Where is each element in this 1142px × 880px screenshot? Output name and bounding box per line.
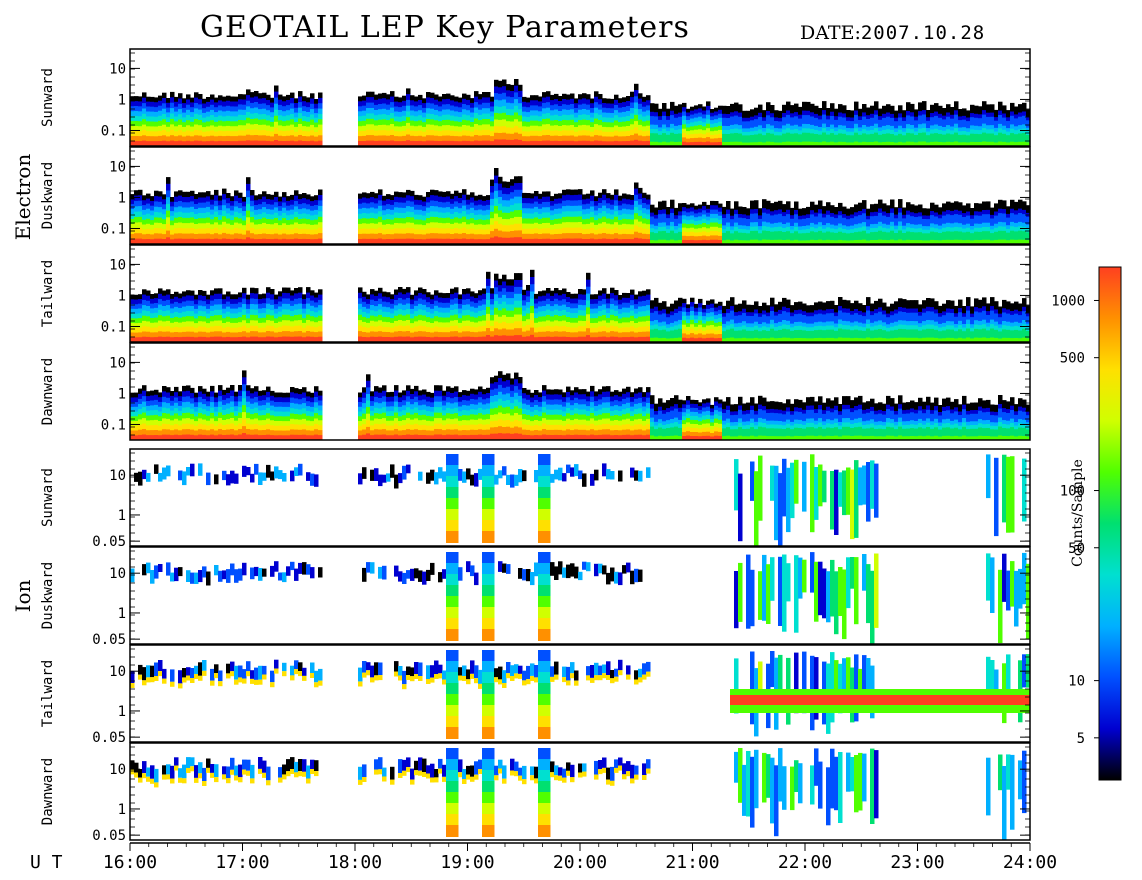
panel-frame <box>129 448 1031 547</box>
spectrogram-data <box>130 168 1030 244</box>
x-tick-label: 17:00 <box>215 852 269 873</box>
panel-frame <box>129 546 1031 645</box>
y-tick-label: 1 <box>118 386 126 402</box>
panel-label-dawnward: Dawnward <box>40 358 56 425</box>
x-tick-label: 16:00 <box>103 852 157 873</box>
y-tick-label: 0.05 <box>92 632 126 648</box>
y-tick-label: 0.1 <box>101 417 126 433</box>
panel-label-duskward: Duskward <box>40 562 56 629</box>
spectrogram-data <box>130 650 1030 739</box>
colorbar-tick-label: 10 <box>1068 674 1085 690</box>
spectrogram-panel-ion-dawnward: 10 1 0.05 Dawnward <box>40 742 1031 844</box>
x-tick-label: 19:00 <box>440 852 494 873</box>
chart-title: GEOTAIL LEP Key Parameters <box>200 10 690 45</box>
panel-frame <box>129 244 1031 343</box>
spectrogram-panel-electron-dawnward: 10 1 0.1 Dawnward <box>40 342 1031 441</box>
panel-frame <box>129 342 1031 441</box>
y-tick-label: 10 <box>109 566 126 582</box>
panel-label-duskward: Duskward <box>40 162 56 229</box>
colorbar-tick-label: 50 <box>1068 541 1085 557</box>
y-tick-label: 0.1 <box>101 123 126 139</box>
colorbar: 1000 500 100 50 10 5 <box>1051 266 1122 781</box>
panel-frame <box>129 146 1031 245</box>
date-readout: DATE:2007.10.28 <box>800 22 985 44</box>
panel-label-tailward: Tailward <box>40 260 56 327</box>
spectrogram-panel-electron-sunward: 10 1 0.1 Sunward <box>40 48 1031 147</box>
y-tick-label: 10 <box>109 664 126 680</box>
y-tick-label: 0.1 <box>101 221 126 237</box>
spectrogram-panel-electron-tailward: 10 1 0.1 Tailward <box>40 244 1031 343</box>
colorbar-tick-label: 100 <box>1060 484 1085 500</box>
spectrogram-data <box>134 454 1027 546</box>
x-axis-label: U T <box>30 852 63 873</box>
panel-label-dawnward: Dawnward <box>40 758 56 825</box>
x-tick-label: 24:00 <box>1003 852 1057 873</box>
panel-frame <box>129 742 1031 841</box>
y-tick-label: 1 <box>118 190 126 206</box>
colorbar-tick-label: 5 <box>1077 731 1085 747</box>
spectrogram-panel-ion-sunward: 10 1 0.05 Sunward <box>40 448 1031 550</box>
spectrogram-panel-electron-duskward: 10 1 0.1 Duskward <box>40 146 1031 245</box>
y-tick-label: 0.1 <box>101 319 126 335</box>
date-label: DATE: <box>800 22 861 44</box>
spectrogram-panel-ion-tailward: 10 1 0.05 Tailward <box>40 644 1031 746</box>
y-tick-label: 10 <box>109 355 126 371</box>
y-tick-label: 1 <box>118 92 126 108</box>
colorbar-tick-label: 500 <box>1060 351 1085 367</box>
spectrogram-data <box>130 748 1027 840</box>
y-tick-label: 0.05 <box>92 828 126 844</box>
y-tick-label: 10 <box>109 61 126 77</box>
panel-label-tailward: Tailward <box>40 660 56 727</box>
x-tick-label: 23:00 <box>890 852 944 873</box>
spectrogram-panel-ion-duskward: 10 1 0.05 Duskward <box>40 546 1031 648</box>
spectrogram-data <box>130 269 1030 342</box>
y-tick-label: 1 <box>118 508 126 524</box>
y-tick-label: 1 <box>118 704 126 720</box>
x-tick-label: 20:00 <box>553 852 607 873</box>
colorbar-gradient <box>1098 266 1122 781</box>
y-tick-label: 0.05 <box>92 730 126 746</box>
x-tick-label: 18:00 <box>328 852 382 873</box>
y-tick-label: 10 <box>109 159 126 175</box>
date-value: 2007.10.28 <box>860 22 986 44</box>
y-tick-label: 1 <box>118 802 126 818</box>
x-axis: U T 16:00 17:00 18:00 19:00 20:00 21:00 22:00 23… <box>30 842 1057 873</box>
panel-label-sunward: Sunward <box>40 68 56 127</box>
y-tick-label: 10 <box>109 468 126 484</box>
panel-frame <box>129 48 1031 147</box>
y-tick-label: 1 <box>118 288 126 304</box>
x-tick-label: 22:00 <box>778 852 832 873</box>
panel-label-sunward: Sunward <box>40 468 56 527</box>
y-tick-label: 0.05 <box>92 534 126 550</box>
y-tick-label: 10 <box>109 257 126 273</box>
spectrogram-data <box>130 79 1030 146</box>
y-tick-label: 10 <box>109 762 126 778</box>
spectrogram-data <box>130 370 1030 440</box>
x-tick-label: 21:00 <box>665 852 719 873</box>
colorbar-tick-label: 1000 <box>1051 293 1085 309</box>
spectrogram-data <box>130 552 1030 644</box>
colorbar-title: Counts/Sample <box>1070 459 1086 567</box>
panel-frame <box>129 644 1031 743</box>
y-tick-label: 1 <box>118 606 126 622</box>
